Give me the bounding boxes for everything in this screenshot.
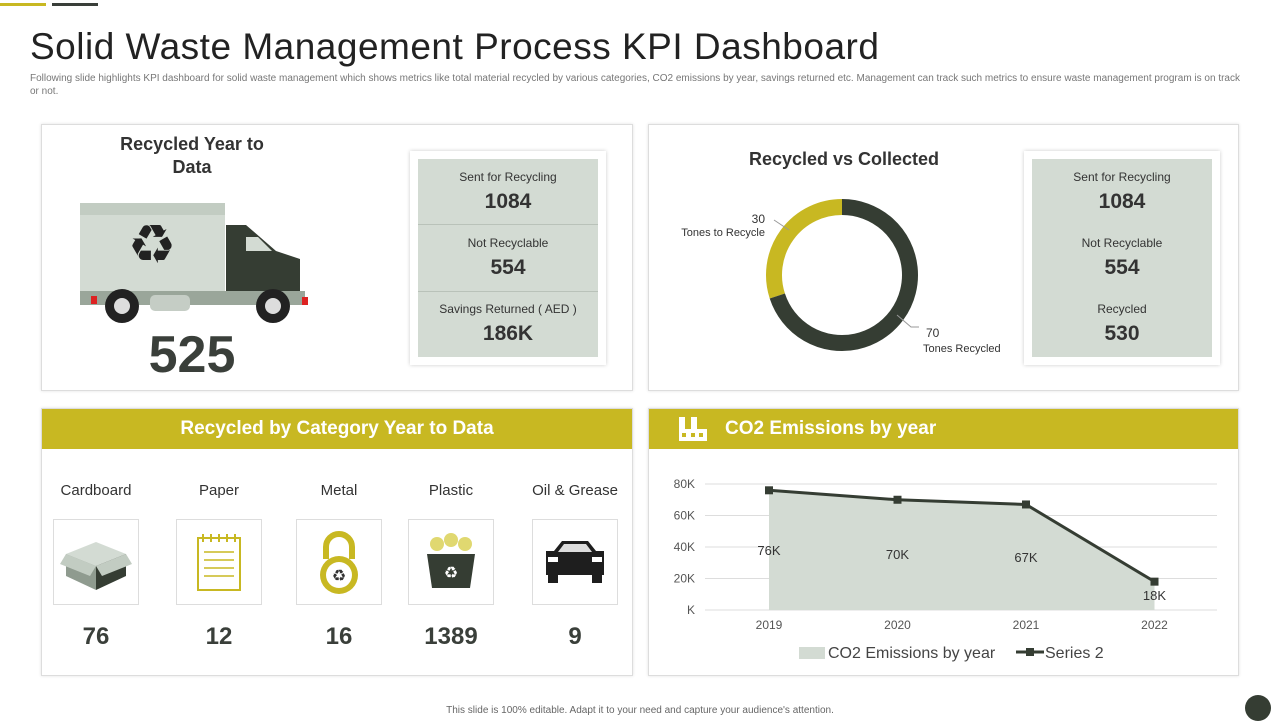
x-tick-label: 2021 [1013,618,1040,632]
category-item-oil-grease: Oil & Grease 9 [525,471,625,651]
category-label: Plastic [428,482,474,499]
kpi-value: 554 [1104,256,1140,279]
corner-dot [1245,695,1271,721]
page-title: Solid Waste Management Process KPI Dashb… [30,26,880,67]
recycled-vs-collected-panel: Recycled vs Collected 30 Tones to Recycle… [648,124,1239,391]
kpi-label: Savings Returned ( AED ) [439,302,577,317]
kpi-label: Not Recyclable [1081,236,1163,250]
kpi-not-recyclable: Not Recyclable 554 [1032,225,1212,291]
donut-slice [766,199,843,299]
category-item-metal: Metal ♻ 16 [289,471,389,651]
series2-marker [1022,500,1030,509]
legend-label: CO2 Emissions by year [828,645,996,662]
category-label: Oil & Grease [532,482,618,499]
series2-marker [893,495,902,504]
series2-marker [765,486,773,495]
donut-title: Recycled vs Collected [748,149,940,169]
category-item-paper: Paper 12 [169,471,269,651]
data-label: 67K [1014,550,1037,565]
y-tick-label: 20K [674,572,695,586]
donut-value-label: 70 [926,326,940,340]
category-panel: Recycled by Category Year to Data Cardbo… [41,408,633,676]
kpi-value: 554 [490,255,526,279]
truck-icon: ♻ [80,203,308,323]
svg-text:♻: ♻ [128,215,176,275]
kpi-recycled: Recycled 530 [1032,291,1212,357]
co2-title: CO2 Emissions by year [725,418,937,439]
kpi-not-recyclable: Not Recyclable 554 [418,225,598,292]
page-subtitle: Following slide highlights KPI dashboard… [30,73,1240,97]
accent-bar-dark [52,3,98,6]
kpi-label: Sent for Recycling [459,169,557,184]
notepad-icon [176,519,262,605]
category-value: 1389 [424,623,478,650]
donut-category-label: Tones Recycled [923,343,1001,355]
kpi-label: Not Recyclable [467,235,549,250]
category-value: 9 [568,623,582,650]
kpi-sent-for-recycling: Sent for Recycling 1084 [1032,159,1212,225]
recycled-ytd-panel: Recycled Year to Data ♻ 525 Sent for Rec… [41,124,633,391]
recycled-ytd-title: Recycled Year to Data [120,134,264,177]
category-label: Paper [198,482,240,499]
kpi-value: 186K [482,322,534,346]
data-label: 76K [757,543,780,558]
legend-swatch-area [799,647,825,659]
recycled-vs-collected-kpis: Sent for Recycling 1084 Not Recyclable 554… [1024,151,1220,365]
x-tick-label: 2022 [1141,618,1168,632]
svg-text:♻: ♻ [332,568,346,585]
co2-area [769,490,1155,610]
donut-value-label: 30 [752,212,766,226]
y-tick-label: 80K [674,477,695,491]
co2-panel: CO2 Emissions by year K 20K 40K 60K 80K 76K 70… [648,408,1239,676]
recycled-ytd-kpis: Sent for Recycling 1084 Not Recyclable 554… [410,151,606,365]
series2-line [768,488,1156,583]
category-item-plastic: Plastic ♻ 1389 [401,471,501,651]
co2-header: CO2 Emissions by year [649,409,1238,449]
kpi-value: 530 [1104,322,1140,345]
kpi-value: 1084 [484,189,532,213]
series2-marker [1150,577,1159,586]
category-value: 76 [82,623,110,650]
footer-note: This slide is 100% editable. Adapt it to… [446,705,834,716]
data-label: 70K [886,547,909,562]
y-tick-label: 40K [674,540,695,554]
kpi-label: Recycled [1097,302,1147,316]
recycle-bin-icon: ♻ [408,519,494,605]
box-icon [53,519,139,605]
legend-swatch-marker [1026,648,1034,656]
recycled-ytd-value: 525 [148,326,236,384]
category-label: Cardboard [60,482,132,499]
data-label: 18K [1143,588,1166,603]
kpi-label: Sent for Recycling [1073,170,1171,184]
legend-label: Series 2 [1045,645,1104,662]
donut-category-label: Tones to Recycle [681,227,765,239]
padlock-icon: ♻ [296,519,382,605]
x-tick-label: 2020 [884,618,911,632]
kpi-value: 1084 [1098,190,1146,213]
factory-icon [679,417,707,441]
kpi-savings-returned: Savings Returned ( AED ) 186K [418,292,598,357]
donut-slice [769,199,918,351]
car-icon [532,519,618,605]
category-value: 12 [205,623,233,650]
svg-text:♻: ♻ [444,565,458,582]
accent-bar-olive [0,3,46,6]
category-title: Recycled by Category Year to Data [42,409,632,449]
x-tick-label: 2019 [756,618,783,632]
category-value: 16 [325,623,353,650]
y-tick-label: K [687,603,695,617]
kpi-sent-for-recycling: Sent for Recycling 1084 [418,159,598,226]
y-tick-label: 60K [674,509,695,523]
category-label: Metal [320,482,358,499]
category-item-cardboard: Cardboard 76 [46,471,146,651]
co2-area-chart: K 20K 40K 60K 80K 76K 70K 67K 18K 2019 2020 2021 202… [674,477,1217,662]
